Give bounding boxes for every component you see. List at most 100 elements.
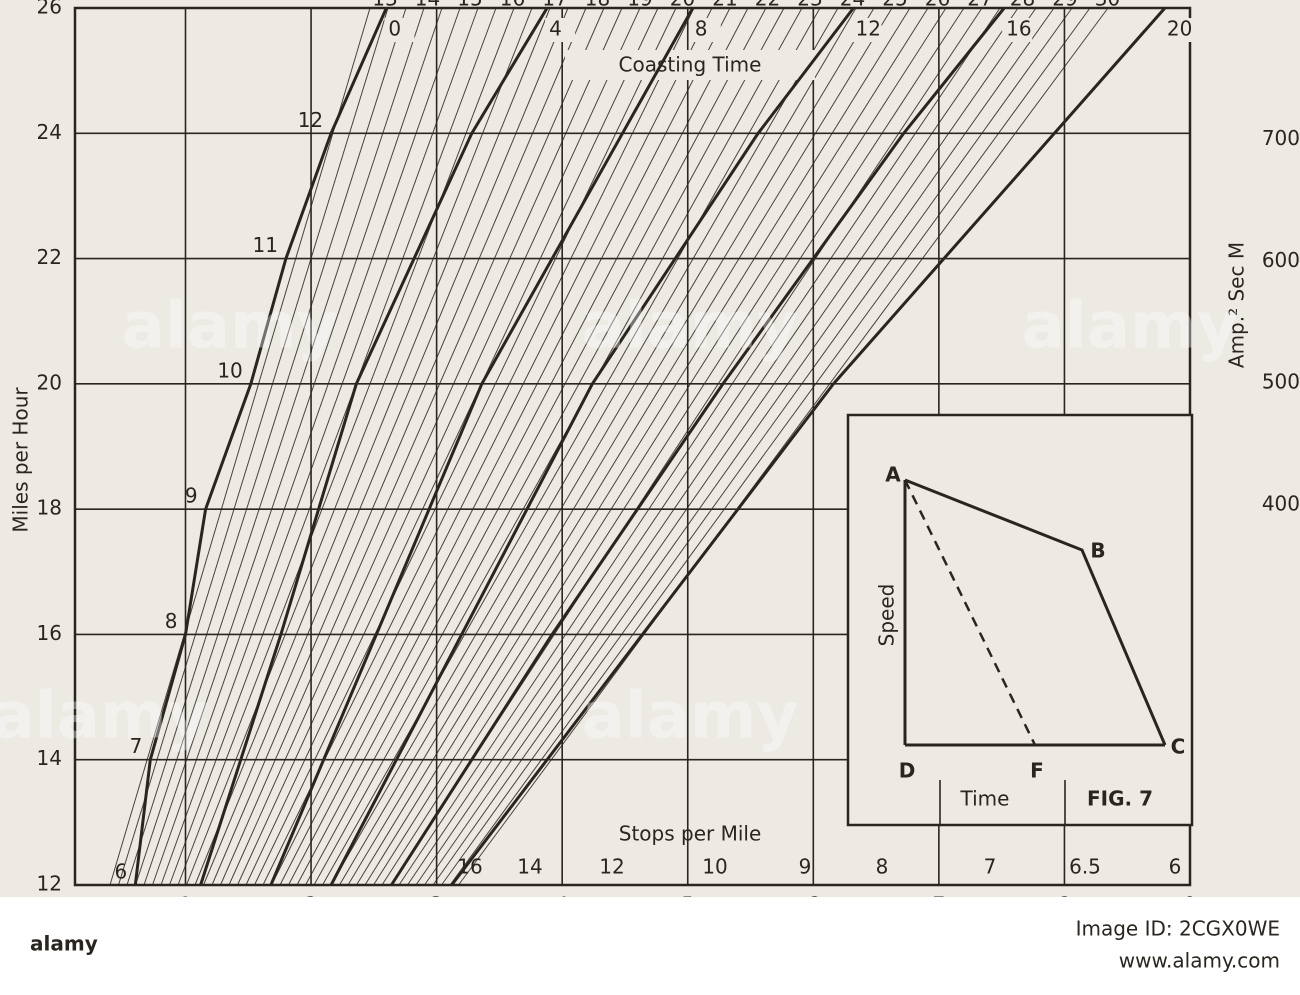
guide-line [211,7,587,886]
inset: A B C D F Speed Time FIG. 7 [846,413,1194,827]
guide-line [254,7,677,886]
top-scale-label: 20 [670,0,695,11]
guide-line [381,7,947,886]
guide-line [228,7,623,886]
guide-line [356,7,893,886]
coasting-curve [390,7,1006,886]
guide-line [160,7,479,886]
top-scale-label: 22 [755,0,780,11]
series-label: 12 [855,17,880,41]
inset-point-label: A [885,463,901,487]
watermark-overlay: alamy [582,290,799,364]
top-scale-label: 29 [1052,0,1077,11]
guide-line [152,7,461,886]
coasting-curve [199,7,549,886]
series-label: 16 [1006,17,1031,41]
guide-line [339,7,857,886]
top-scale-label: 14 [415,0,440,11]
inset-curve [904,478,1167,746]
guide-line [279,7,731,886]
top-scale-label: 26 [925,0,950,11]
coasting-curve [269,7,695,886]
top-scale-label: 13 [372,0,397,11]
top-scale-label: 17 [542,0,567,11]
top-scale-label: 16 [500,0,525,11]
inset-y-label: Speed [875,584,899,647]
guide-line [364,7,911,886]
top-scale-label: 19 [627,0,652,11]
top-scale-label: 30 [1095,0,1120,11]
guide-line [245,7,659,886]
label-bg [1162,18,1193,42]
watermark-url: www.alamy.com [1119,949,1280,973]
guide-line [305,7,785,886]
inset-dashed [903,479,1037,746]
guide-line [432,7,1055,886]
y-tick-label: 20 [37,370,62,394]
coasting-curve [450,7,1167,886]
y2-tick-label: 600 [1262,248,1300,272]
y-tick-label: 12 [37,872,62,896]
stops-tick-label: 7 [984,855,997,879]
top-scale-label: 24 [840,0,865,11]
y2-axis-label: Amp.² Sec M [1225,242,1249,368]
guide-line [373,7,929,886]
guide-line [109,7,371,886]
watermark-overlay: alamy [1022,290,1239,364]
stops-tick-label: 10 [702,855,727,879]
y2-tick-label: 500 [1262,370,1300,394]
coasting-curve [133,7,388,886]
marker-label: 11 [252,233,277,257]
y-tick-label: 24 [37,120,62,144]
inset-point-label: F [1030,759,1044,783]
guide-line [126,7,407,886]
marker-label: 9 [185,484,198,508]
guide-line [271,7,713,886]
guide-line [288,7,749,886]
top-scale-label: 18 [585,0,610,11]
top-scale-label: 27 [967,0,992,11]
marker-label: 7 [130,734,143,758]
label-bg [690,18,721,42]
y-tick-label: 16 [37,621,62,645]
watermark-overlay: alamy [582,680,799,754]
guide-line [237,7,641,886]
top-scale-label: 28 [1010,0,1035,11]
guide-line [169,7,497,886]
stops-tick-label: 14 [517,855,542,879]
inset-x-label: Time [960,787,1010,811]
guide-line [449,7,1091,886]
watermark-band [0,897,1300,995]
series-label: 8 [695,17,708,41]
series-label: 4 [549,17,562,41]
y-axis-label: Miles per Hour [9,387,33,533]
marker-label: 10 [217,358,242,382]
guide-line [322,7,821,886]
y2-tick-label: 400 [1262,491,1300,515]
y-tick-label: 14 [37,746,62,770]
guide-line [177,7,515,886]
series-label: 0 [388,17,401,41]
guide-line [262,7,695,886]
guide-line [143,7,443,886]
inset-point-label: C [1171,735,1186,759]
guide-line [347,7,875,886]
guide-line [415,7,1019,886]
marker-label: 6 [115,860,128,884]
guide-line [407,7,1001,886]
y-tick-label: 26 [37,0,62,19]
annotation: Coasting Time [619,53,762,77]
annotation: Stops per Mile [619,822,762,846]
y-tick-label: 18 [37,496,62,520]
y-tick-label: 22 [37,245,62,269]
stops-tick-label: 12 [599,855,624,879]
top-scale-label: 23 [797,0,822,11]
guide-line [220,7,605,886]
inset-point-label: D [899,759,916,783]
watermark-brand: alamy [30,932,98,956]
top-scale-label: 21 [712,0,737,11]
stops-tick-label: 8 [876,855,889,879]
inset-point-label: B [1090,539,1105,563]
guide-line [330,7,839,886]
label-bg [1002,18,1033,42]
